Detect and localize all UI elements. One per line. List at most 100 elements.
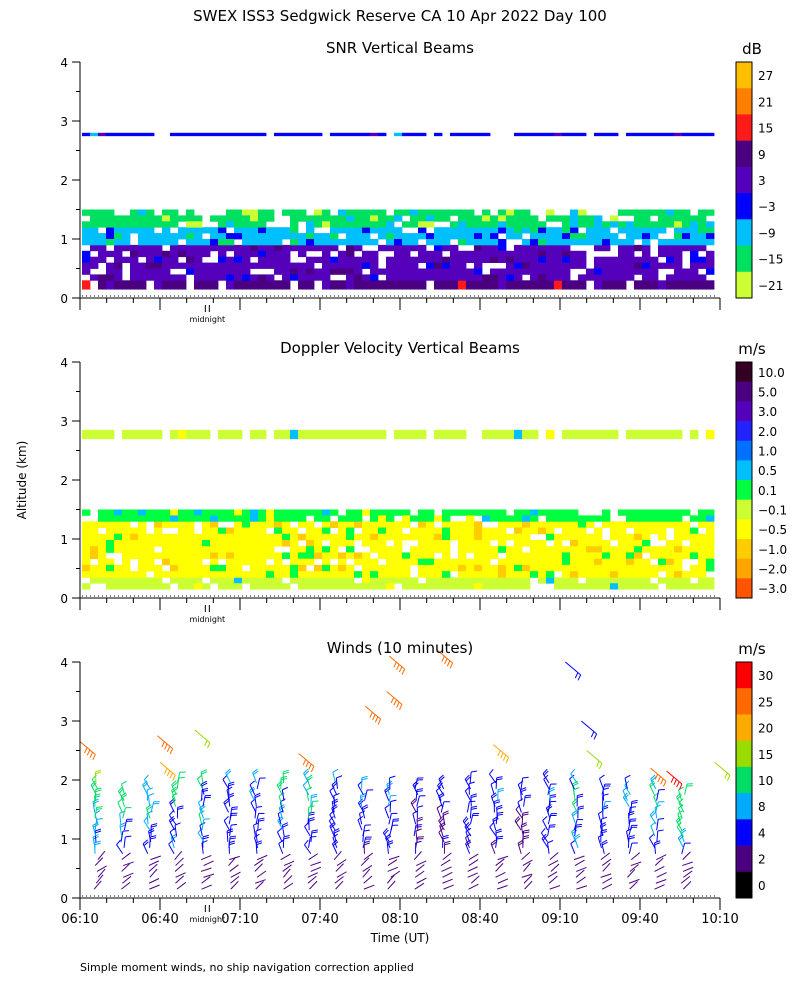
- heatmap-cell: [578, 539, 587, 547]
- colorbar-label-−1.0: −1.0: [758, 543, 787, 557]
- wind-barb-flag: [252, 768, 258, 774]
- heatmap-cell: [138, 558, 147, 566]
- heatmap-cell: [138, 509, 147, 516]
- heatmap-cell: [434, 577, 443, 584]
- wind-barb: [547, 871, 558, 878]
- heatmap-cell: [378, 552, 387, 560]
- heatmap-cell: [538, 262, 547, 269]
- heatmap-cell: [122, 239, 131, 246]
- heatmap-cell: [386, 227, 395, 234]
- wind-barb-flag: [201, 780, 207, 785]
- heatmap-cell: [290, 571, 299, 578]
- heatmap-cell: [474, 509, 483, 516]
- wind-barb-flag: [94, 842, 101, 846]
- panel-1-ytick-0: 0: [60, 292, 68, 306]
- heatmap-cell: [154, 429, 163, 440]
- heatmap-cell: [306, 429, 315, 440]
- heatmap-cell: [442, 539, 451, 547]
- heatmap-cell: [442, 583, 451, 590]
- heatmap-cell: [122, 509, 131, 516]
- heatmap-cell: [490, 268, 499, 275]
- heatmap-cell: [330, 256, 339, 263]
- heatmap-cell: [570, 533, 579, 541]
- wind-barb: [497, 878, 509, 884]
- heatmap-cell: [378, 546, 387, 553]
- heatmap-cell: [554, 274, 563, 281]
- heatmap-cell: [562, 274, 571, 281]
- heatmap-cell: [402, 209, 411, 216]
- wind-barb: [308, 853, 319, 861]
- heatmap-cell: [482, 221, 491, 228]
- wind-barb-flag: [161, 741, 165, 748]
- wind-barb-flag: [657, 829, 664, 832]
- heatmap-cell: [410, 577, 419, 584]
- heatmap-cell: [138, 239, 147, 246]
- heatmap-cell: [242, 527, 251, 535]
- heatmap-cell: [394, 215, 403, 222]
- heatmap-cell: [306, 571, 315, 578]
- heatmap-cell: [314, 577, 323, 584]
- heatmap-cell: [114, 274, 123, 281]
- heatmap-cell: [514, 429, 523, 440]
- heatmap-cell: [274, 256, 283, 263]
- wind-barb-flag: [515, 817, 521, 823]
- heatmap-cell: [90, 564, 99, 572]
- heatmap-cell: [338, 132, 347, 137]
- heatmap-cell: [186, 244, 195, 252]
- heatmap-cell: [442, 571, 451, 578]
- heatmap-cell: [194, 274, 203, 281]
- heatmap-cell: [490, 577, 499, 584]
- wind-barb-flag: [444, 658, 448, 665]
- heatmap-cell: [450, 429, 459, 440]
- wind-barb-flag: [569, 774, 575, 780]
- heatmap-cell: [674, 577, 683, 584]
- heatmap-cell: [202, 227, 211, 234]
- heatmap-cell: [522, 552, 531, 560]
- heatmap-cell: [690, 552, 699, 560]
- heatmap-cell: [578, 515, 587, 522]
- heatmap-cell: [514, 571, 523, 578]
- heatmap-cell: [698, 239, 707, 246]
- wind-barb-flag: [660, 778, 664, 785]
- heatmap-cell: [706, 509, 715, 516]
- heatmap-cell: [170, 521, 179, 528]
- heatmap-cell: [250, 239, 259, 246]
- heatmap-cell: [482, 539, 491, 547]
- heatmap-cell: [106, 429, 115, 440]
- panel-2-units: m/s: [738, 340, 766, 358]
- wind-barb-flag: [601, 839, 608, 844]
- heatmap-cell: [202, 539, 211, 547]
- heatmap-cell: [514, 274, 523, 281]
- panel-2-title: Doppler Velocity Vertical Beams: [280, 339, 520, 357]
- heatmap-cell: [546, 558, 555, 566]
- heatmap-cell: [570, 262, 579, 269]
- panel-3-wind-barbs: [79, 649, 731, 890]
- heatmap-cell: [466, 256, 475, 263]
- heatmap-cell: [506, 558, 515, 566]
- heatmap-cell: [482, 564, 491, 572]
- heatmap-cell: [218, 221, 227, 228]
- wind-barb-flag: [602, 804, 609, 808]
- heatmap-cell: [418, 521, 427, 528]
- heatmap-cell: [378, 577, 387, 584]
- heatmap-cell: [442, 280, 451, 290]
- heatmap-cell: [602, 244, 611, 252]
- heatmap-cell: [458, 262, 467, 269]
- heatmap-cell: [442, 515, 451, 522]
- heatmap-cell: [418, 215, 427, 222]
- heatmap-cell: [434, 215, 443, 222]
- heatmap-cell: [466, 515, 475, 522]
- heatmap-cell: [322, 244, 331, 252]
- wind-barb-flag: [575, 825, 582, 828]
- heatmap-cell: [482, 509, 491, 516]
- heatmap-cell: [346, 215, 355, 222]
- wind-barb-flag: [678, 783, 683, 790]
- heatmap-cell: [370, 256, 379, 263]
- heatmap-cell: [330, 539, 339, 547]
- wind-barb: [464, 790, 472, 801]
- heatmap-cell: [642, 533, 651, 541]
- heatmap-cell: [306, 262, 315, 269]
- heatmap-cell: [114, 233, 123, 240]
- heatmap-cell: [658, 227, 667, 234]
- wind-barb-flag: [331, 804, 338, 809]
